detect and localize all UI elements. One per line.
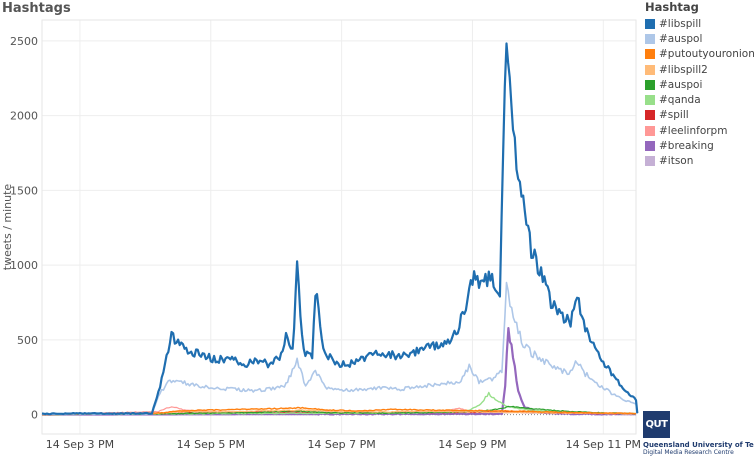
x-tick-label: 14 Sep 7 PM — [307, 438, 375, 451]
legend-items: #libspill #auspol #putoutyouronions #libspi… — [641, 16, 754, 169]
legend-label: #auspoi — [659, 78, 703, 91]
grid-lines — [42, 20, 636, 434]
axes — [41, 19, 637, 435]
y-tick-label: 2500 — [10, 35, 38, 48]
x-tick-label: 14 Sep 11 PM — [566, 438, 640, 451]
series-line-libspill — [41, 42, 639, 416]
legend-swatch — [645, 49, 655, 60]
series-lines — [41, 42, 639, 416]
legend-label: #putoutyouronions — [659, 48, 754, 61]
legend-item[interactable]: #auspol — [641, 31, 753, 46]
legend-swatch — [645, 95, 655, 106]
legend-item[interactable]: #auspoi — [641, 77, 753, 92]
legend-title: Hashtag — [645, 0, 699, 14]
y-tick-label: 1500 — [10, 184, 38, 197]
legend-label: #itson — [659, 155, 694, 168]
legend-swatch — [645, 156, 655, 167]
legend-swatch — [645, 141, 655, 152]
legend-label: #auspol — [659, 32, 703, 45]
y-tick-label: 1000 — [10, 259, 38, 272]
y-tick-label: 500 — [17, 334, 38, 347]
page-title: Hashtags — [2, 1, 71, 16]
series-line-breaking — [42, 327, 637, 416]
y-tick-label: 2000 — [10, 110, 38, 123]
legend-label: #libspill — [659, 17, 702, 30]
legend-label: #breaking — [659, 140, 714, 153]
y-tick-label: 0 — [31, 409, 38, 422]
legend-swatch — [645, 125, 655, 136]
legend-swatch — [645, 18, 655, 29]
legend-item[interactable]: #libspill — [641, 16, 753, 31]
plot-frame — [41, 19, 637, 435]
logo-centre-name: Digital Media Research Centre — [643, 449, 734, 456]
x-tick-label: 14 Sep 3 PM — [46, 438, 114, 451]
legend-item[interactable]: #breaking — [641, 138, 753, 153]
legend-swatch — [645, 79, 655, 90]
qut-logo-mark: QUT — [643, 411, 670, 438]
legend-item[interactable]: #putoutyouronions — [641, 47, 754, 62]
line-chart: 0 500 1000 1500 2000 2500 14 Sep 3 PM 14 Sep 5 … — [1, 19, 640, 451]
legend-item[interactable]: #spill — [641, 108, 753, 123]
legend-label: #spill — [659, 109, 689, 122]
qut-logo: QUT Queensland University of Technology … — [643, 411, 754, 457]
legend-label: #leelinforpm — [659, 124, 728, 137]
legend: Hashtag #libspill #auspol #putoutyouronion… — [641, 0, 754, 169]
legend-item[interactable]: #leelinforpm — [641, 123, 753, 138]
legend-item[interactable]: #itson — [641, 154, 753, 169]
series-line-auspol — [41, 281, 639, 416]
legend-label: #qanda — [659, 94, 701, 107]
legend-swatch — [645, 64, 655, 75]
y-axis-title: tweets / minute — [1, 184, 14, 271]
legend-swatch — [645, 33, 655, 44]
logo-university-name: Queensland University of Technology — [643, 441, 754, 449]
x-tick-label: 14 Sep 9 PM — [438, 438, 506, 451]
legend-swatch — [645, 110, 655, 121]
legend-item[interactable]: #qanda — [641, 92, 753, 107]
legend-item[interactable]: #libspill2 — [641, 62, 753, 77]
legend-label: #libspill2 — [659, 63, 708, 76]
x-tick-label: 14 Sep 5 PM — [177, 438, 245, 451]
tick-labels: 0 500 1000 1500 2000 2500 14 Sep 3 PM 14 Sep 5 … — [1, 35, 640, 451]
